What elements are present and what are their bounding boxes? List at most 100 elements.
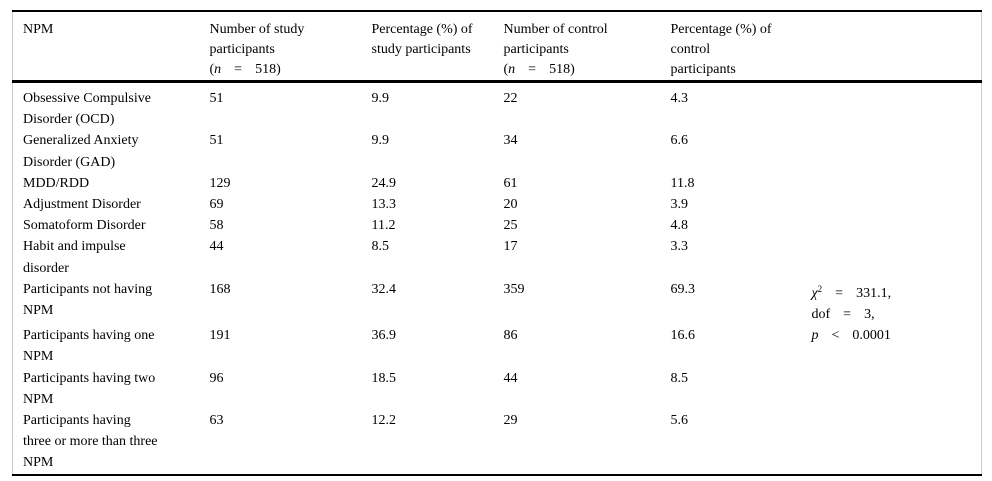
text-segment: 0.0001 <box>852 328 891 344</box>
text-line: 3.3 <box>670 239 689 255</box>
text-segment: ( <box>503 62 509 77</box>
text-line: NPM <box>23 349 54 365</box>
text-line: Participants having two <box>23 370 156 386</box>
text-line: 17 <box>503 239 518 255</box>
npm-prevalence-table: NPM Number of study participants (n = 518) Per… <box>12 10 982 476</box>
text-line: 69.3 <box>670 281 696 297</box>
cell-control-pct: 69.3 <box>671 279 812 325</box>
text-line: Number of study <box>209 22 305 37</box>
cell-study-n: 69 <box>210 194 372 215</box>
cell-stats <box>812 194 982 215</box>
text-line: NPM <box>23 455 54 471</box>
cell-study-pct: 18.5 <box>372 368 504 410</box>
cell-control-pct: 11.8 <box>671 173 812 194</box>
text-segment: 3, <box>864 307 875 323</box>
table-row: Participants having three or more than th… <box>13 410 982 475</box>
cell-npm: Participants not having NPM <box>13 279 210 325</box>
text-segment: = <box>835 285 844 301</box>
cell-stats <box>812 410 982 475</box>
cell-control-n: 22 <box>504 82 671 131</box>
p-symbol: p <box>811 328 819 344</box>
text-line: 12.2 <box>371 413 397 429</box>
text-line: disorder <box>23 260 69 276</box>
text-segment: < <box>831 328 840 344</box>
table-header: NPM Number of study participants (n = 518) Per… <box>12 11 982 83</box>
cell-study-pct: 11.2 <box>372 215 504 236</box>
text-line: study participants <box>371 42 471 57</box>
cell-control-n: 34 <box>504 130 671 172</box>
text-segment: n <box>508 62 516 77</box>
header-cell-stats <box>811 11 982 83</box>
cell-study-n: 44 <box>210 236 372 278</box>
text-line: 86 <box>503 328 518 344</box>
text-line: Participants not having <box>23 281 153 297</box>
cell-control-pct: 3.9 <box>671 194 812 215</box>
cell-control-pct: 4.8 <box>671 215 812 236</box>
text-line: 168 <box>209 281 231 297</box>
cell-study-pct: 24.9 <box>372 173 504 194</box>
table-row: Habit and impulse disorder 44 8.5 17 3.3 <box>13 236 982 278</box>
text-line: 63 <box>209 413 224 429</box>
cell-stats <box>812 173 982 194</box>
table-row: Generalized Anxiety Disorder (GAD) 51 9.9 34… <box>13 130 982 172</box>
text-segment: = <box>528 62 537 77</box>
cell-stats <box>812 215 982 236</box>
text-line: 191 <box>209 328 231 344</box>
table-row: MDD/RDD 129 24.9 61 11.8 <box>13 173 982 194</box>
text-line: 22 <box>503 91 518 106</box>
text-line: 58 <box>209 218 224 234</box>
text-line: 44 <box>209 239 224 255</box>
text-line: Participants having <box>23 413 131 429</box>
cell-control-pct: 16.6 <box>671 325 812 367</box>
cell-study-n: 51 <box>210 82 372 131</box>
table-row: Adjustment Disorder 69 13.3 20 3.9 <box>13 194 982 215</box>
text-line: 51 <box>209 133 224 149</box>
text-line: Somatoform Disorder <box>23 218 146 234</box>
cell-study-pct: 12.2 <box>372 410 504 475</box>
header-cell-study-pct: Percentage (%) of study participants <box>371 11 504 83</box>
cell-stats <box>812 236 982 278</box>
cell-study-n: 191 <box>210 325 372 367</box>
cell-npm: Obsessive Compulsive Disorder (OCD) <box>13 82 210 131</box>
text-line: Number of control <box>503 22 608 37</box>
cell-control-pct: 8.5 <box>671 368 812 410</box>
chi-symbol: χ <box>811 285 818 301</box>
cell-control-n: 29 <box>504 410 671 475</box>
text-line: 129 <box>209 175 231 191</box>
cell-stats <box>812 82 982 131</box>
text-segment: 331.1, <box>856 285 892 301</box>
text-line: Disorder (OCD) <box>23 112 115 128</box>
text-line: 32.4 <box>371 281 397 297</box>
text-line: participants <box>670 62 736 77</box>
cell-study-pct: 32.4 <box>372 279 504 325</box>
text-line: 9.9 <box>371 133 390 149</box>
text-line: 8.5 <box>371 239 390 255</box>
cell-study-n: 63 <box>210 410 372 475</box>
cell-control-n: 20 <box>504 194 671 215</box>
text-line: (n = 518) <box>210 60 372 80</box>
table-row: Participants having two NPM 96 18.5 44 8.5 <box>13 368 982 410</box>
cell-study-pct: 8.5 <box>372 236 504 278</box>
text-line: 359 <box>503 281 525 297</box>
text-line: 25 <box>503 218 518 234</box>
table-row: Participants having one NPM 191 36.9 86 16.6 p… <box>13 325 982 367</box>
text-line: Obsessive Compulsive <box>23 91 151 106</box>
text-line: Habit and impulse <box>23 239 126 255</box>
text-segment: 518) <box>549 62 575 77</box>
text-line: MDD/RDD <box>23 175 90 191</box>
text-line: 6.6 <box>670 133 689 149</box>
header-cell-study-n: Number of study participants (n = 518) <box>209 11 372 83</box>
cell-study-n: 58 <box>210 215 372 236</box>
cell-study-pct: 9.9 <box>372 130 504 172</box>
text-line: 3.9 <box>670 197 689 213</box>
text-line: 11.8 <box>670 175 695 191</box>
text-line: dof = 3, <box>812 304 982 325</box>
header-cell-control-pct: Percentage (%) of control participants <box>670 11 812 83</box>
text-line: 4.3 <box>670 91 689 106</box>
cell-npm: Participants having three or more than th… <box>13 410 210 475</box>
cell-study-n: 168 <box>210 279 372 325</box>
text-line: 36.9 <box>371 328 397 344</box>
cell-stats <box>812 368 982 410</box>
header-row: NPM Number of study participants (n = 518) Per… <box>12 11 982 83</box>
text-line: 4.8 <box>670 218 689 234</box>
